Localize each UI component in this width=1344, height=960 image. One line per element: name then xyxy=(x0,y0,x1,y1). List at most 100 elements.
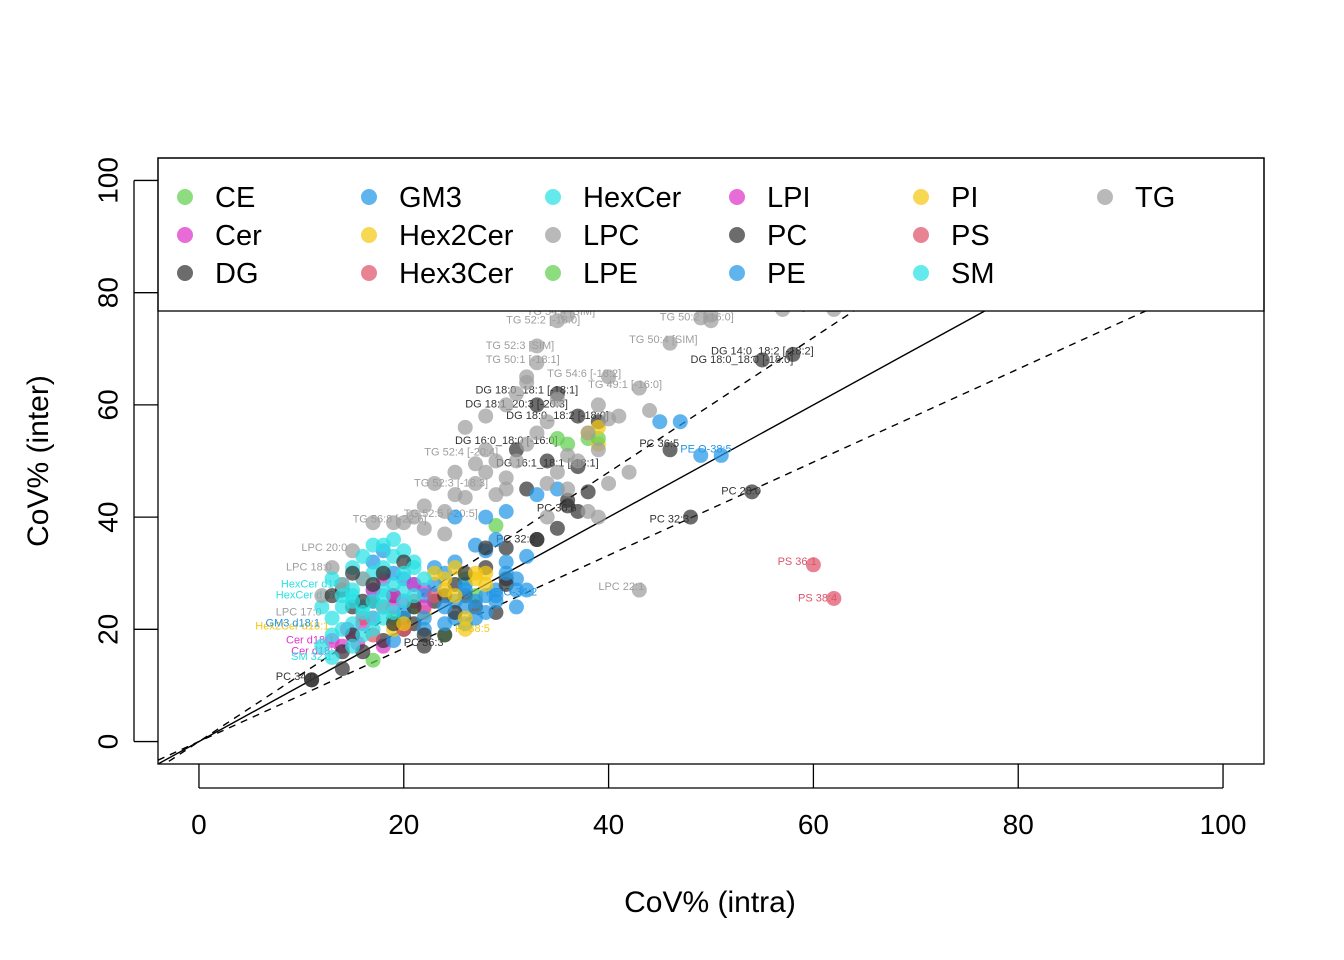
point-tg xyxy=(478,408,494,424)
point-tg xyxy=(662,335,678,351)
point-pc xyxy=(304,672,320,688)
point-gm3 xyxy=(478,509,494,525)
point-sm xyxy=(375,537,391,553)
point-tg xyxy=(416,520,432,536)
point-tg xyxy=(478,464,494,480)
point-sm xyxy=(365,610,381,626)
point-sm xyxy=(386,605,402,620)
point-hex2cer xyxy=(457,621,473,637)
point-tg xyxy=(365,515,381,531)
point-dg xyxy=(560,492,576,508)
point-tg xyxy=(529,425,545,441)
point-tg xyxy=(590,397,606,413)
point-pc xyxy=(375,565,391,581)
point-tg xyxy=(437,504,453,519)
point-hexcer xyxy=(314,599,330,615)
point-label: LPC 17:0 xyxy=(276,606,322,618)
legend-marker xyxy=(177,227,193,243)
point-dg xyxy=(570,408,586,424)
x-tick-label: 80 xyxy=(1003,809,1034,840)
x-tick-label: 0 xyxy=(191,809,207,840)
point-gm3 xyxy=(529,487,545,503)
point-tg xyxy=(539,414,555,430)
point-sm xyxy=(396,593,412,609)
point-sm xyxy=(416,571,432,587)
point-tg xyxy=(601,475,617,491)
point-sm xyxy=(386,576,402,592)
legend-label: SM xyxy=(951,258,995,290)
point-tg xyxy=(447,464,463,480)
legend-marker xyxy=(361,189,377,205)
x-axis-title: CoV% (intra) xyxy=(624,886,796,919)
point-tg xyxy=(631,380,647,396)
legend-box xyxy=(157,157,1265,312)
legend-label: GM3 xyxy=(399,182,462,214)
point-sm xyxy=(334,621,350,637)
point-label: TG 49:1 [-16:0] xyxy=(588,379,662,391)
point-pc xyxy=(345,565,361,581)
point-gm3 xyxy=(437,616,453,632)
point-gm3 xyxy=(488,532,504,548)
point-sm xyxy=(324,649,340,665)
point-sm xyxy=(324,571,340,587)
legend-marker xyxy=(913,265,929,281)
legend-label: Hex3Cer xyxy=(399,258,514,290)
point-tg xyxy=(570,453,586,469)
legend-marker xyxy=(913,189,929,205)
point-gm3 xyxy=(386,633,402,649)
point-dg xyxy=(539,453,555,469)
point-tg xyxy=(467,456,483,472)
point-sm xyxy=(406,560,422,576)
point-tg xyxy=(642,403,658,418)
x-tick-label: 60 xyxy=(798,809,829,840)
legend-label: PS xyxy=(951,220,990,252)
point-label: PC 32:3 xyxy=(650,514,690,526)
point-dg xyxy=(498,540,514,556)
point-tg xyxy=(590,509,606,525)
point-sm xyxy=(345,638,361,654)
point-pi xyxy=(478,576,494,592)
point-pc xyxy=(549,520,565,536)
point-tg xyxy=(703,313,719,329)
legend-marker xyxy=(361,227,377,243)
point-tg xyxy=(560,481,576,497)
point-tg xyxy=(508,386,524,402)
point-pe xyxy=(478,588,494,604)
legend-label: HexCer xyxy=(583,182,682,214)
legend-marker xyxy=(729,189,745,205)
point-gm3 xyxy=(498,504,514,519)
y-axis: 0 20 40 60 80 100 xyxy=(92,157,158,749)
point-dg xyxy=(416,638,432,654)
point-pc xyxy=(416,627,432,643)
legend-label: TG xyxy=(1135,182,1175,214)
point-sm xyxy=(334,588,350,604)
legend-marker xyxy=(361,265,377,281)
legend-marker xyxy=(729,227,745,243)
point-tg xyxy=(519,436,535,452)
point-ce xyxy=(488,518,504,534)
legend-marker xyxy=(545,265,561,281)
legend-label: LPE xyxy=(583,258,638,290)
legend-marker xyxy=(1097,189,1113,205)
point-pc xyxy=(744,484,760,500)
reference-line-lower xyxy=(158,256,1264,761)
legend-marker xyxy=(177,265,193,281)
point-tg xyxy=(437,526,453,542)
point-tg xyxy=(519,374,535,390)
point-hexcer xyxy=(324,610,340,626)
point-label: LPC 18:0 xyxy=(286,561,332,573)
plot-frame xyxy=(157,157,1265,765)
point-label: SM 32:1 xyxy=(291,651,332,663)
x-tick-label: 100 xyxy=(1200,809,1247,840)
point-dg xyxy=(437,627,453,643)
point-pc xyxy=(365,576,381,592)
point-tg xyxy=(498,481,514,497)
point-tg xyxy=(549,464,565,480)
point-tg xyxy=(529,338,545,354)
point-sm xyxy=(314,638,330,654)
point-label: DG 18:0_18:0 [-18:0] xyxy=(691,354,794,366)
point-tg xyxy=(488,453,504,469)
point-tg xyxy=(406,509,422,525)
point-tg xyxy=(447,487,463,503)
x-tick-label: 20 xyxy=(388,809,419,840)
